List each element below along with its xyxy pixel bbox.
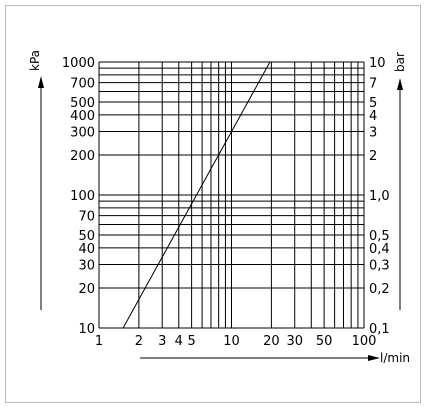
figure-frame — [5, 5, 421, 403]
y-tick-label-left: 300 — [70, 126, 95, 141]
x-tick-label: 100 — [352, 334, 377, 349]
y-tick-label-left: 200 — [70, 149, 95, 164]
x-tick-label: 30 — [286, 334, 303, 349]
x-tick-label: 2 — [135, 334, 143, 349]
series-line-1 — [122, 61, 271, 329]
bottom-axis-arrow-head — [368, 355, 380, 361]
left-axis-arrow-head — [38, 76, 44, 88]
x-tick-label: 20 — [263, 334, 280, 349]
series-layer — [122, 61, 271, 329]
x-tick-label: 50 — [316, 334, 333, 349]
y-tick-label-left: 700 — [70, 77, 95, 92]
y-tick-label-right: 3 — [369, 126, 377, 141]
y-tick-label-right: 1,0 — [369, 189, 390, 204]
y-tick-label-right: 0,2 — [369, 282, 390, 297]
y-tick-label-right: 0,1 — [369, 322, 390, 337]
y-tick-label-left: 70 — [78, 210, 95, 225]
y-tick-label-left: 20 — [78, 282, 95, 297]
y-tick-label-left: 100 — [70, 189, 95, 204]
axis-arrows — [38, 76, 403, 361]
y-tick-label-left: 500 — [70, 96, 95, 111]
y-tick-label-right: 5 — [369, 96, 377, 111]
x-tick-label: 4 — [175, 334, 183, 349]
y-tick-label-right: 7 — [369, 77, 377, 92]
y-axis-label-left: kPa — [28, 50, 42, 71]
y-tick-label-left: 40 — [78, 242, 95, 257]
y-tick-label-right: 0,5 — [369, 229, 390, 244]
y-tick-label-left: 10 — [78, 322, 95, 337]
y-tick-label-right: 4 — [369, 109, 377, 124]
y-tick-labels-right: 0,1 0,2 0,3 0,40,5 1,0 2 3 45 7 10 — [369, 56, 390, 337]
x-tick-label: 1 — [95, 334, 103, 349]
right-axis-arrow-head — [397, 78, 403, 90]
y-axis-label-right: bar — [393, 52, 407, 72]
x-axis-label: l/min — [380, 351, 410, 365]
y-tick-label-left: 400 — [70, 109, 95, 124]
x-tick-label: 3 — [158, 334, 166, 349]
x-tick-label: 5 — [187, 334, 195, 349]
grid — [98, 61, 365, 329]
y-tick-label-left: 50 — [78, 229, 95, 244]
y-tick-label-right: 10 — [369, 56, 386, 71]
x-tick-label: 10 — [223, 334, 240, 349]
y-tick-label-right: 2 — [369, 149, 377, 164]
y-tick-label-left: 30 — [78, 259, 95, 274]
y-tick-label-left: 1000 — [62, 56, 95, 71]
x-tick-labels: 1 2 3 4 5 10 20 30 50 100 — [95, 334, 377, 349]
y-tick-label-right: 0,4 — [369, 242, 390, 257]
y-tick-label-right: 0,3 — [369, 259, 390, 274]
